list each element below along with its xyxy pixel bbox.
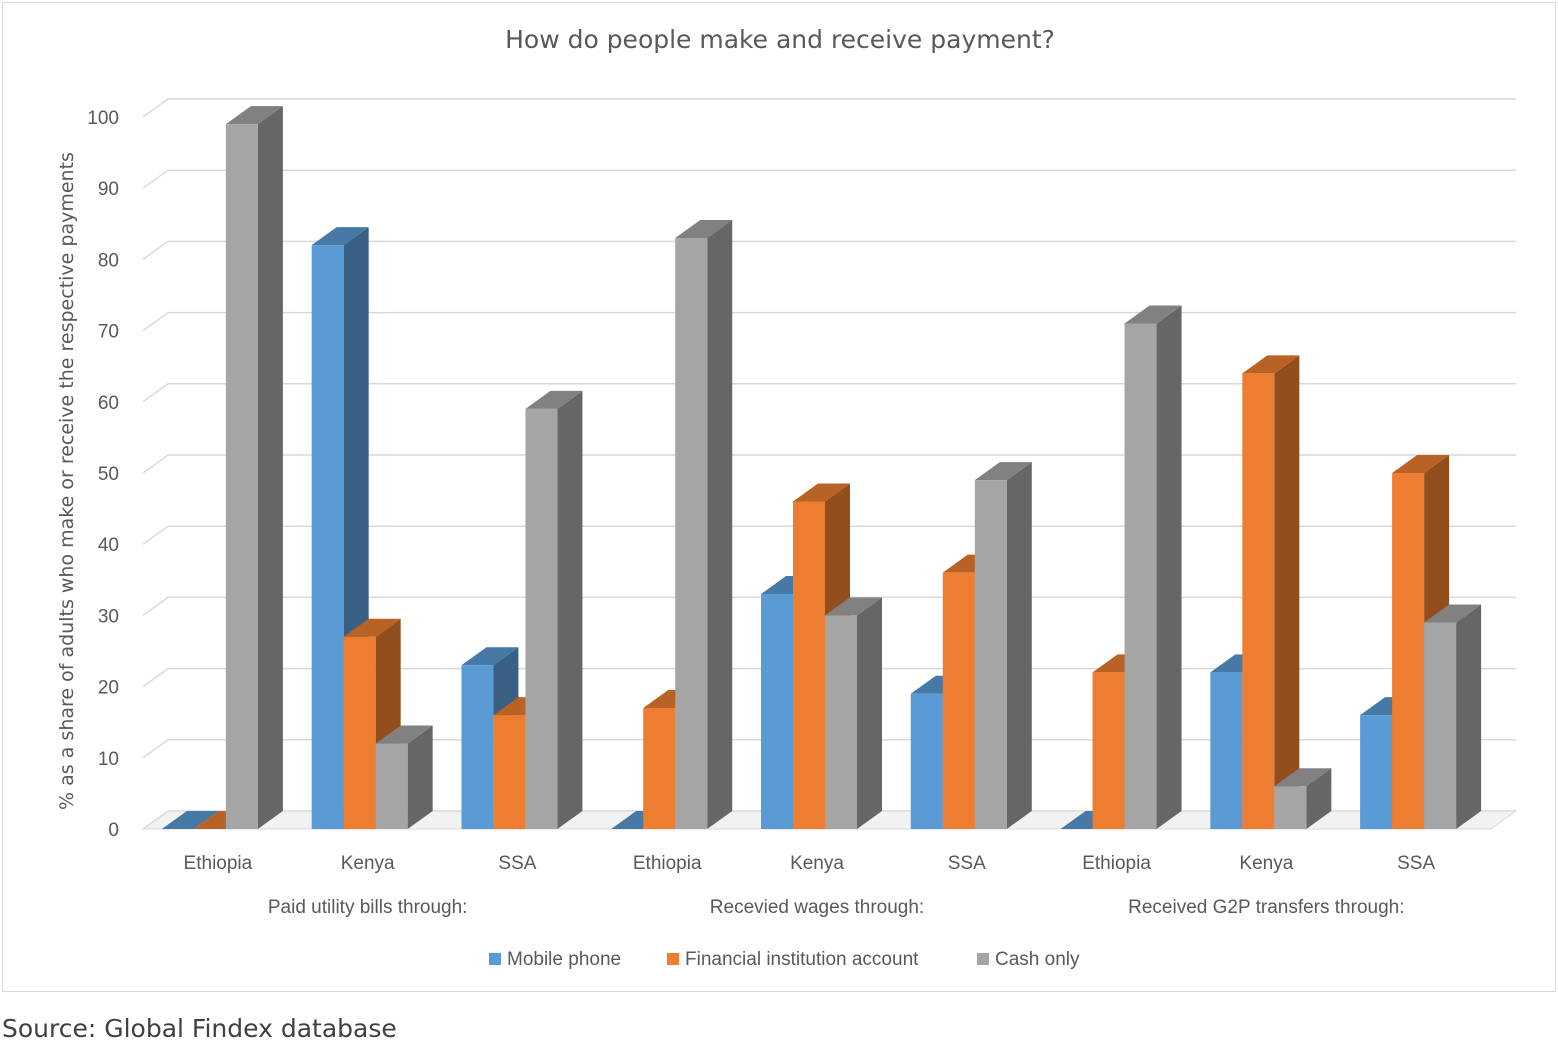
y-axis-label: % as a share of adults who make or recei…	[56, 152, 78, 810]
gridline	[142, 667, 1516, 688]
source-note: Source: Global Findex database	[2, 1014, 397, 1043]
gridline	[142, 739, 1516, 759]
y-tick-label: 30	[98, 606, 119, 627]
bar-cash-only	[1424, 604, 1482, 829]
x-category-label: SSA	[498, 853, 536, 874]
legend-entry: Mobile phone	[507, 949, 621, 970]
y-tick-label: 10	[98, 749, 119, 770]
gridline	[142, 311, 1516, 332]
y-tick-label: 50	[98, 464, 119, 485]
legend-swatch	[489, 953, 501, 965]
gridline	[142, 169, 1516, 189]
gridline	[142, 240, 1516, 261]
legend-swatch	[977, 953, 989, 965]
y-tick-label: 0	[108, 820, 119, 841]
y-tick-label: 40	[98, 535, 119, 556]
gridline	[142, 596, 1516, 617]
gridline	[142, 810, 1516, 830]
x-group-label: Received G2P transfers through:	[1128, 897, 1404, 918]
legend-entry: Financial institution account	[685, 949, 919, 970]
x-category-label: SSA	[948, 853, 986, 874]
legend-swatch	[667, 953, 679, 965]
bar-cash-only	[525, 390, 583, 829]
bar-cash-only	[675, 220, 733, 830]
bar-cash-only	[225, 106, 283, 830]
y-tick-label: 60	[98, 393, 119, 414]
gridline	[142, 98, 1516, 118]
y-tick-label: 90	[98, 179, 119, 200]
chart-frame: 0 10 20 30 40 50 60 70 80 90 100 How do people make…	[2, 2, 1556, 992]
x-category-label: Kenya	[790, 853, 844, 874]
y-tick-label: 20	[98, 678, 119, 699]
x-category-label: Kenya	[341, 853, 395, 874]
bar-cash-only	[375, 725, 433, 829]
bar-cash-only	[1124, 305, 1182, 830]
chart-title: How do people make and receive payment?	[505, 25, 1055, 54]
bar-financial-institution-account	[1242, 355, 1300, 829]
y-tick-label: 70	[98, 322, 119, 343]
x-group-label: Paid utility bills through:	[268, 897, 468, 918]
bar-mobile-phone	[161, 811, 219, 829]
y-tick-label: 80	[98, 250, 119, 271]
y-tick-label: 100	[87, 108, 119, 129]
x-group-label: Recevied wages through:	[710, 897, 924, 918]
x-category-label: Ethiopia	[633, 853, 702, 874]
gridline	[142, 454, 1516, 474]
legend-entry: Cash only	[995, 949, 1080, 970]
chart: 0 10 20 30 40 50 60 70 80 90 100 How do people make…	[56, 25, 1518, 970]
x-category-label: Ethiopia	[1082, 853, 1151, 874]
gridline	[142, 383, 1516, 403]
bar-cash-only	[825, 597, 882, 829]
x-category-label: Kenya	[1239, 853, 1293, 874]
x-category-label: Ethiopia	[184, 853, 253, 874]
x-category-label: SSA	[1397, 853, 1435, 874]
bar-cash-only	[974, 462, 1032, 829]
bar-cash-only	[1274, 768, 1332, 829]
gridline	[142, 525, 1516, 545]
